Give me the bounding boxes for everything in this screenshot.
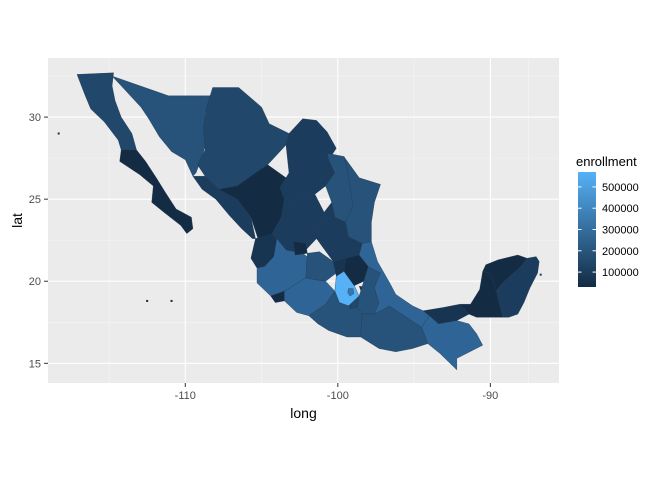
island-polygon [100, 109, 103, 112]
island-polygon [57, 132, 60, 135]
legend-label: 400000 [602, 203, 639, 215]
legend-label: 300000 [602, 225, 639, 237]
x-tick-label: -100 [327, 390, 349, 402]
legend-ticks: 100000 200000 300000 400000 500000 [578, 182, 639, 279]
state-polygon [359, 241, 430, 328]
state-polygon [421, 315, 483, 371]
y-tick-label: 30 [29, 112, 41, 124]
y-axis-title: lat [9, 213, 25, 228]
legend-label: 100000 [602, 267, 639, 279]
legend-colorbar [578, 172, 596, 287]
x-tick-label: -90 [482, 390, 498, 402]
legend-label: 500000 [602, 182, 639, 194]
y-tick-label: 15 [29, 358, 41, 370]
y-tick-label: 20 [29, 276, 41, 288]
island-polygon [146, 299, 149, 302]
state-polygon [293, 241, 308, 256]
y-axis: 15 20 25 30 [29, 112, 48, 370]
island-polygon [539, 273, 542, 276]
legend-title: enrollment [576, 154, 637, 169]
x-axis: -110 -100 -90 [175, 383, 498, 402]
legend: enrollment 100000 200000 300000 400000 50000… [576, 154, 639, 287]
legend-label: 200000 [602, 246, 639, 258]
x-axis-title: long [290, 405, 316, 421]
y-tick-label: 25 [29, 194, 41, 206]
island-polygon [170, 299, 173, 302]
state-polygon [308, 290, 363, 338]
state-polygon [496, 256, 540, 318]
state-polygon [347, 288, 354, 297]
state-polygon [119, 149, 194, 234]
state-polygons [57, 72, 542, 371]
x-tick-label: -110 [175, 390, 196, 402]
state-polygon [192, 176, 256, 239]
